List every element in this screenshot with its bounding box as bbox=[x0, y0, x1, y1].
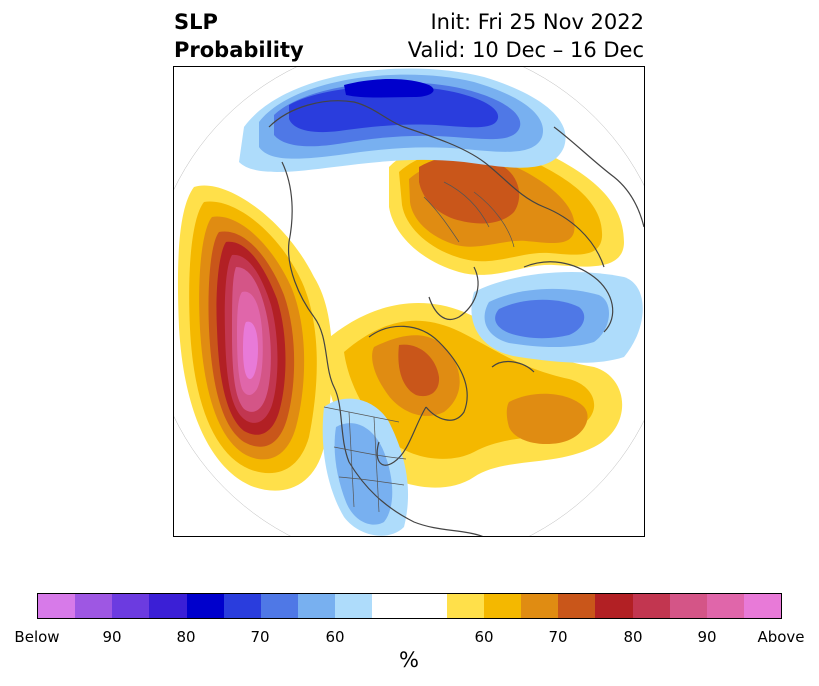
colorbar-cell bbox=[669, 594, 707, 618]
colorbar-cell bbox=[75, 594, 113, 618]
colorbar-unit: % bbox=[399, 648, 419, 672]
borders bbox=[323, 181, 515, 513]
colorbar-cell bbox=[483, 594, 522, 618]
colorbar-cell bbox=[298, 594, 336, 618]
colorbar-cell bbox=[521, 594, 559, 618]
valid-date: Valid: 10 Dec – 16 Dec bbox=[407, 38, 644, 62]
colorbar-cell bbox=[149, 594, 187, 618]
colorbar-cell bbox=[112, 594, 150, 618]
anomaly-aleutian-above bbox=[177, 185, 333, 491]
colorbar-cell bbox=[595, 594, 633, 618]
colorbar-cell bbox=[372, 594, 410, 618]
colorbar-tick-label: 60 bbox=[474, 628, 494, 646]
forecast-dates: Init: Fri 25 Nov 2022 Valid: 10 Dec – 16… bbox=[408, 8, 644, 64]
colorbar-cell bbox=[38, 594, 76, 618]
colorbar-cell bbox=[260, 594, 299, 618]
colorbar-tick-label: Above bbox=[757, 628, 805, 646]
colorbar-tick-label: 90 bbox=[697, 628, 717, 646]
anomaly-europe-above bbox=[389, 136, 624, 275]
colorbar-tick-label: 90 bbox=[102, 628, 122, 646]
anomaly-arctic-below bbox=[239, 68, 566, 172]
init-date: Init: Fri 25 Nov 2022 bbox=[430, 10, 644, 34]
anomaly-eastern-canada-above bbox=[324, 303, 623, 488]
colorbar-tick-label: 70 bbox=[548, 628, 568, 646]
colorbar-cell bbox=[186, 594, 224, 618]
coastlines bbox=[268, 76, 644, 536]
colorbar-tick-label: 80 bbox=[176, 628, 196, 646]
colorbar-cell bbox=[632, 594, 670, 618]
colorbar-cell bbox=[223, 594, 261, 618]
colorbar-cell bbox=[446, 594, 484, 618]
colorbar-tick-label: 60 bbox=[325, 628, 345, 646]
colorbar-tick-label: 80 bbox=[623, 628, 643, 646]
anomaly-mediterranean-below bbox=[471, 272, 643, 363]
title-line-1: SLP bbox=[174, 10, 218, 34]
map-title: SLP Probability bbox=[174, 8, 304, 64]
colorbar-cell bbox=[706, 594, 744, 618]
colorbar-cell bbox=[335, 594, 373, 618]
colorbar-tick-label: 70 bbox=[250, 628, 270, 646]
colorbar-tick-label: Below bbox=[14, 628, 60, 646]
colorbar-cell bbox=[409, 594, 447, 618]
probability-map bbox=[174, 67, 644, 536]
map-panel bbox=[173, 66, 645, 537]
colorbar bbox=[37, 593, 782, 619]
title-line-2: Probability bbox=[174, 38, 304, 62]
colorbar-cell bbox=[743, 594, 782, 618]
colorbar-cell bbox=[558, 594, 596, 618]
